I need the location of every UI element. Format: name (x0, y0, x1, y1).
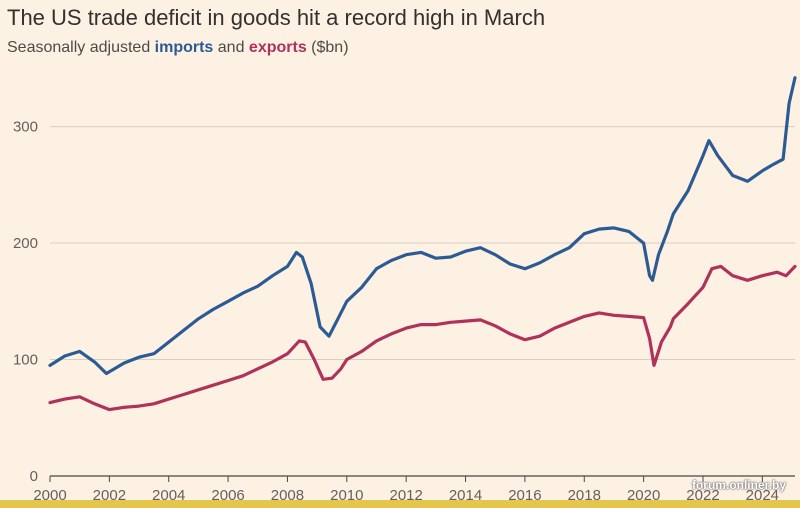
x-tick-label-2018: 2018 (568, 487, 601, 504)
x-tick-label-2010: 2010 (330, 487, 363, 504)
x-tick-label-2002: 2002 (93, 487, 126, 504)
watermark: forum.onliner.by (691, 478, 786, 492)
y-tick-label-100: 100 (13, 352, 38, 369)
bottom-bar (0, 500, 800, 508)
x-tick-label-2022: 2022 (686, 487, 719, 504)
x-tick-label-2004: 2004 (152, 487, 185, 504)
y-tick-label-300: 300 (13, 119, 38, 136)
grid-layer (50, 126, 795, 477)
exports-series-line (48, 264, 797, 412)
imports-series-line (48, 76, 797, 376)
chart-title: The US trade deficit in goods hit a reco… (7, 5, 546, 30)
subtitle-suffix: ($bn) (306, 39, 349, 56)
y-tick-label-200: 200 (13, 235, 38, 252)
chart-subtitle: Seasonally adjusted imports and exports … (7, 39, 349, 57)
x-tick-label-2016: 2016 (508, 487, 541, 504)
y-tick-label-0: 0 (30, 468, 38, 485)
x-tick-label-2008: 2008 (271, 487, 304, 504)
subtitle-middle: and (213, 39, 249, 56)
series-layer (48, 76, 797, 412)
axis-layer: 0 100 200 300 2000 2002 2004 2006 2008 2010 2012 20… (13, 119, 779, 504)
x-tick-label-2012: 2012 (389, 487, 422, 504)
subtitle-exports-label: exports (248, 39, 307, 56)
x-tick-label-2000: 2000 (33, 487, 66, 504)
subtitle-prefix: Seasonally adjusted (7, 39, 155, 56)
x-tick-label-2014: 2014 (449, 487, 482, 504)
x-tick-label-2024: 2024 (746, 487, 779, 504)
x-tick-label-2020: 2020 (627, 487, 660, 504)
subtitle-imports-label: imports (154, 39, 214, 56)
x-tick-label-2006: 2006 (211, 487, 244, 504)
